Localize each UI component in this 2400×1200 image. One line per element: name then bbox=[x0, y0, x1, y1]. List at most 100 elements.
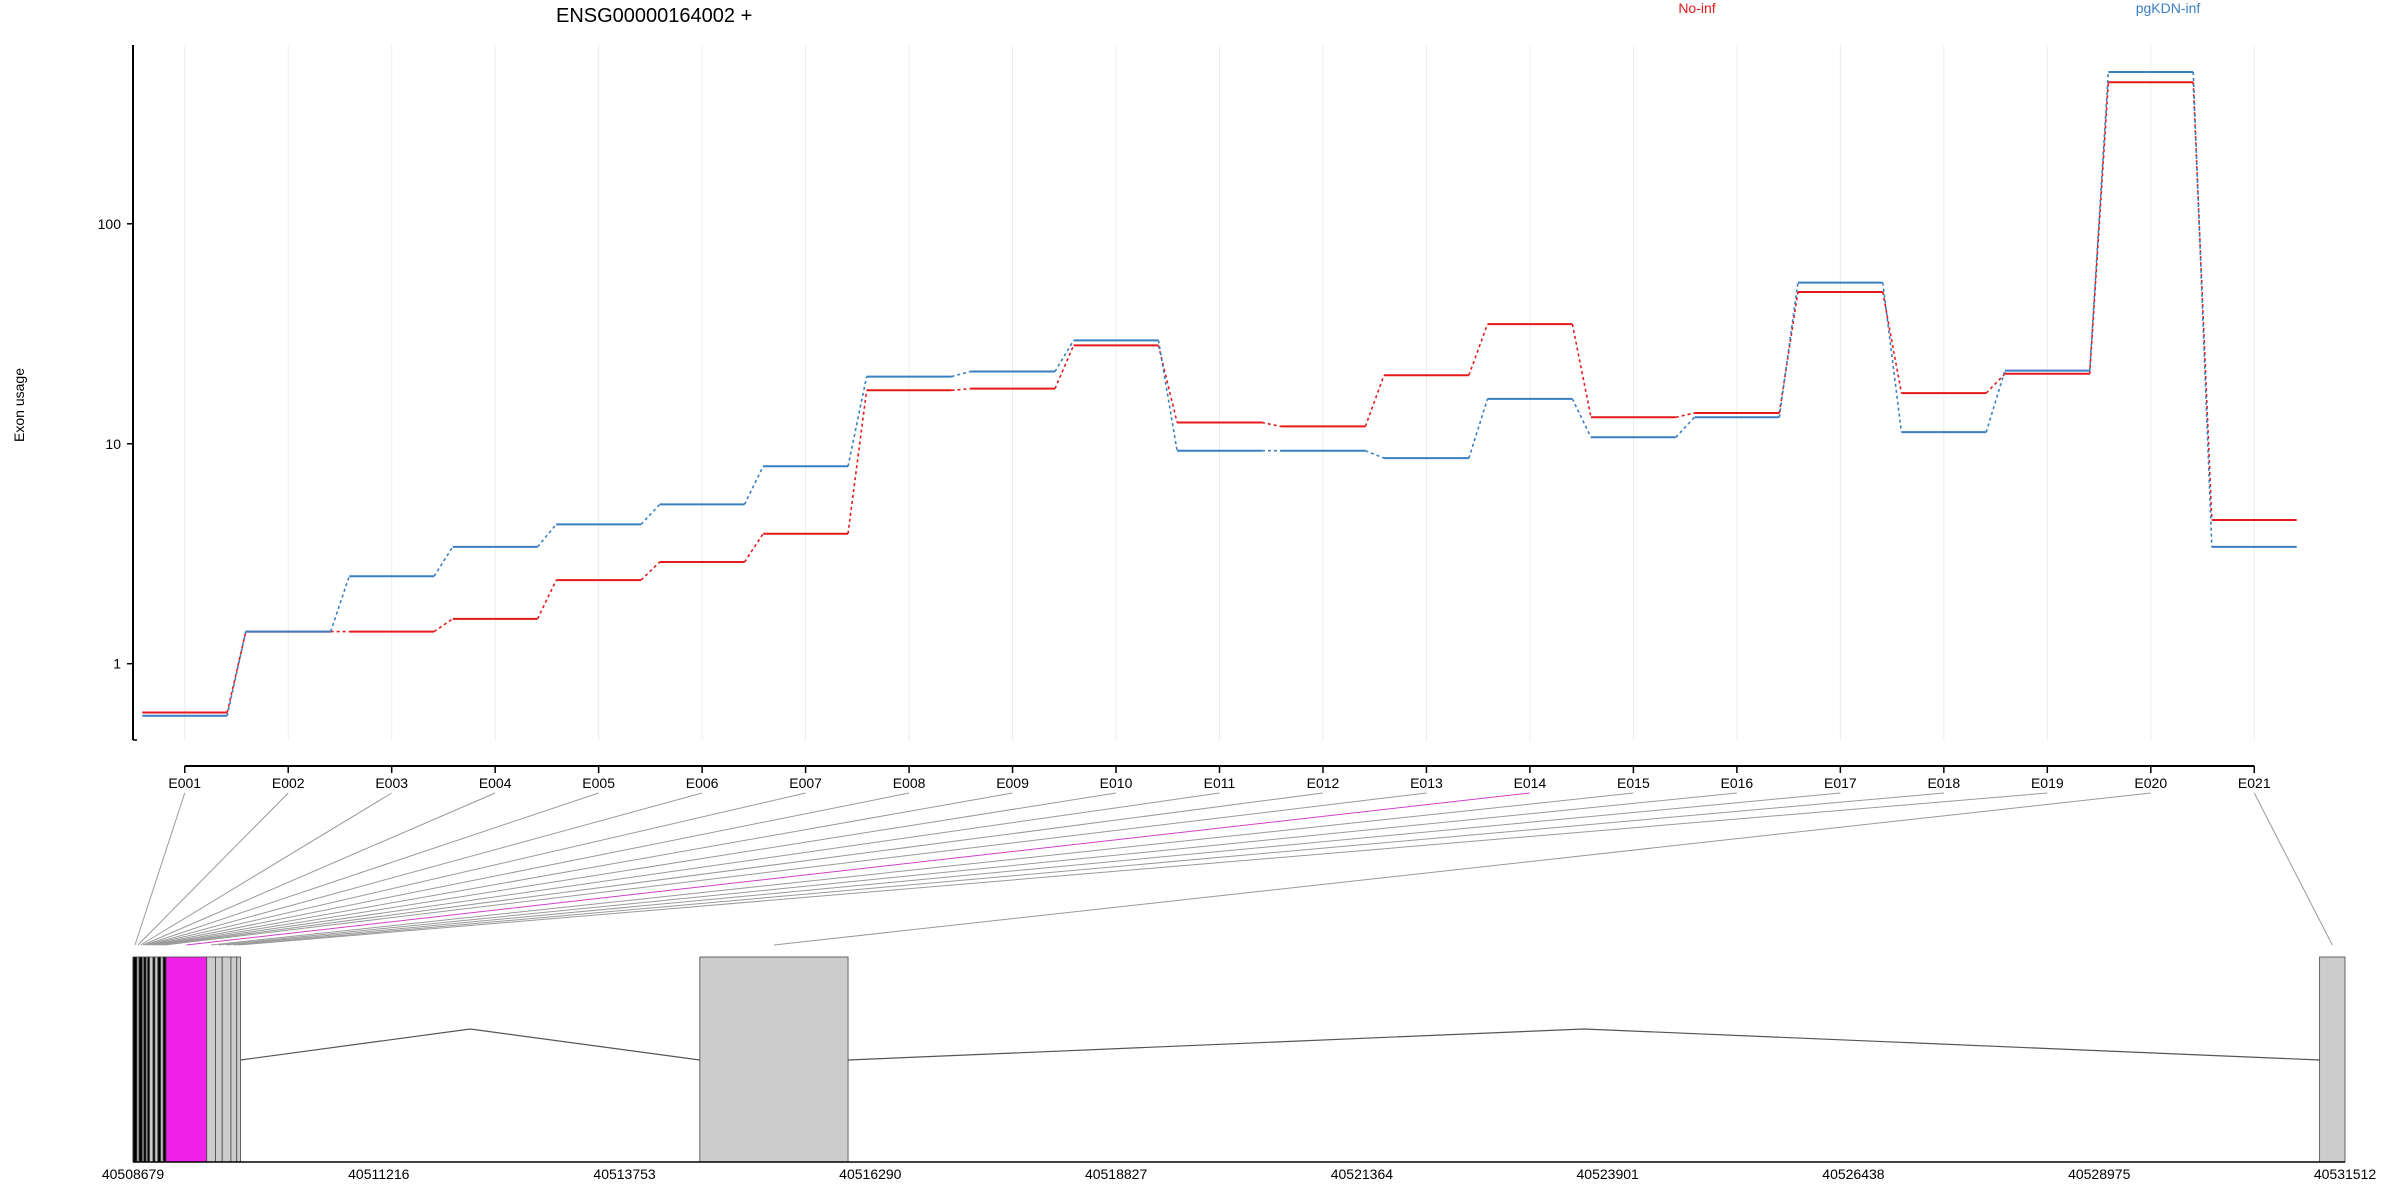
series-1-step bbox=[640, 503, 661, 525]
series-1-step bbox=[1054, 340, 1075, 372]
series-0-step bbox=[1054, 345, 1075, 389]
x-tick-label-e010: E010 bbox=[1100, 775, 1133, 791]
exon-e011 bbox=[157, 956, 162, 1163]
series-1-step bbox=[1881, 282, 1903, 433]
series-1-step bbox=[226, 631, 247, 716]
x-tick-label-e006: E006 bbox=[686, 775, 719, 791]
connector-e004 bbox=[142, 792, 496, 946]
legend-entry-0: No-inf bbox=[1678, 0, 1715, 16]
genomic-tick-label-9: 40531512 bbox=[2314, 1166, 2377, 1182]
x-tick-label-e002: E002 bbox=[272, 775, 305, 791]
connector-e014 bbox=[186, 792, 1530, 946]
y-tick-label: 10 bbox=[105, 436, 121, 452]
connector-e001 bbox=[134, 792, 186, 946]
connector-e010 bbox=[156, 792, 1117, 946]
legend: No-inf pgKDN-inf bbox=[1678, 0, 2200, 16]
x-axis: E001 E002 E003 E004 E005 E006 E007 E008 E009 E010… bbox=[168, 765, 2271, 791]
x-tick-label-e014: E014 bbox=[1514, 775, 1547, 791]
genomic-tick-label-4: 40518827 bbox=[1085, 1166, 1148, 1182]
y-axis-label: Exon usage bbox=[11, 368, 27, 442]
connector-e011 bbox=[159, 792, 1220, 946]
x-tick-label-e012: E012 bbox=[1307, 775, 1340, 791]
x-tick-label-e020: E020 bbox=[2134, 775, 2167, 791]
connector-e005 bbox=[144, 792, 599, 946]
x-tick-label-e021: E021 bbox=[2238, 775, 2271, 791]
connector-e012 bbox=[161, 792, 1324, 946]
series-1-step bbox=[1365, 449, 1385, 459]
exon-e003 bbox=[138, 956, 143, 1163]
series-0-step bbox=[433, 618, 454, 633]
series-0 bbox=[142, 81, 2297, 714]
series-1-step bbox=[1571, 398, 1592, 438]
series-0-step bbox=[640, 561, 661, 581]
series-0-step bbox=[1571, 323, 1592, 418]
x-tick-label-e008: E008 bbox=[893, 775, 926, 791]
connector-e015 bbox=[211, 792, 1634, 946]
series-1-step bbox=[329, 575, 351, 632]
series-0-step bbox=[1364, 374, 1385, 427]
series-1-step bbox=[951, 370, 971, 378]
gene-model bbox=[132, 956, 2346, 1163]
genomic-tick-label-7: 40526438 bbox=[1822, 1166, 1885, 1182]
connector-e008 bbox=[151, 792, 910, 946]
series-0-step bbox=[743, 533, 764, 563]
connector-e007 bbox=[148, 792, 806, 946]
legend-entry-1: pgKDN-inf bbox=[2136, 0, 2201, 16]
series-0-step bbox=[226, 631, 247, 713]
connector-e020 bbox=[773, 792, 2151, 946]
series-0-step bbox=[1881, 291, 1903, 394]
exon-e010 bbox=[154, 956, 159, 1163]
series-0-step bbox=[1778, 291, 1799, 414]
y-tick-label: 1 bbox=[113, 656, 121, 672]
x-tick-label-e015: E015 bbox=[1617, 775, 1650, 791]
connector-e019 bbox=[238, 792, 2048, 946]
genomic-tick-label-8: 40528975 bbox=[2068, 1166, 2131, 1182]
series-1 bbox=[142, 70, 2297, 717]
intron-1 bbox=[240, 1028, 700, 1061]
genomic-tick-label-2: 40513753 bbox=[593, 1166, 656, 1182]
exon-e008 bbox=[149, 956, 154, 1163]
series-0-step bbox=[1985, 373, 2006, 394]
exon-e015 bbox=[206, 956, 216, 1163]
series-0-step bbox=[1468, 323, 1489, 376]
plot-title: ENSG00000164002 + bbox=[556, 5, 752, 27]
series-1-step bbox=[1157, 340, 1178, 451]
exon-e017 bbox=[221, 956, 232, 1163]
x-tick-label-e003: E003 bbox=[375, 775, 408, 791]
series-lines bbox=[142, 70, 2297, 717]
x-tick-label-e017: E017 bbox=[1824, 775, 1857, 791]
exon-e014 bbox=[165, 956, 208, 1163]
x-tick-label-e019: E019 bbox=[2031, 775, 2064, 791]
x-tick-label-e016: E016 bbox=[1721, 775, 1754, 791]
series-1-step bbox=[1778, 282, 1799, 418]
series-1-step bbox=[2192, 71, 2213, 547]
series-1-step bbox=[1468, 398, 1489, 459]
series-0-step bbox=[1675, 412, 1695, 419]
genomic-tick-label-6: 40523901 bbox=[1577, 1166, 1640, 1182]
series-1-step bbox=[2088, 71, 2110, 371]
intron-2 bbox=[848, 1028, 2320, 1061]
exon-e019 bbox=[236, 956, 242, 1163]
connector-e013 bbox=[164, 792, 1427, 946]
connector-e016 bbox=[218, 792, 1737, 946]
connector-e003 bbox=[140, 792, 392, 946]
series-0-step bbox=[536, 579, 557, 620]
y-tick-label: 100 bbox=[98, 216, 122, 232]
x-tick-label-e004: E004 bbox=[479, 775, 512, 791]
series-0-step bbox=[847, 390, 868, 534]
series-1-step bbox=[433, 546, 454, 577]
connector-e021 bbox=[2253, 792, 2333, 946]
x-tick-label-e007: E007 bbox=[789, 775, 822, 791]
x-tick-label-e018: E018 bbox=[1927, 775, 1960, 791]
x-tick-label-e009: E009 bbox=[996, 775, 1029, 791]
exon-connectors bbox=[134, 792, 2333, 946]
exon-e020 bbox=[699, 956, 849, 1163]
series-0-step bbox=[951, 387, 971, 392]
connector-e009 bbox=[153, 792, 1013, 946]
exon-e001 bbox=[132, 956, 138, 1163]
x-tick-label-e001: E001 bbox=[168, 775, 201, 791]
exon-e021 bbox=[2319, 956, 2346, 1163]
connector-e006 bbox=[146, 792, 703, 946]
x-tick-label-e013: E013 bbox=[1410, 775, 1443, 791]
